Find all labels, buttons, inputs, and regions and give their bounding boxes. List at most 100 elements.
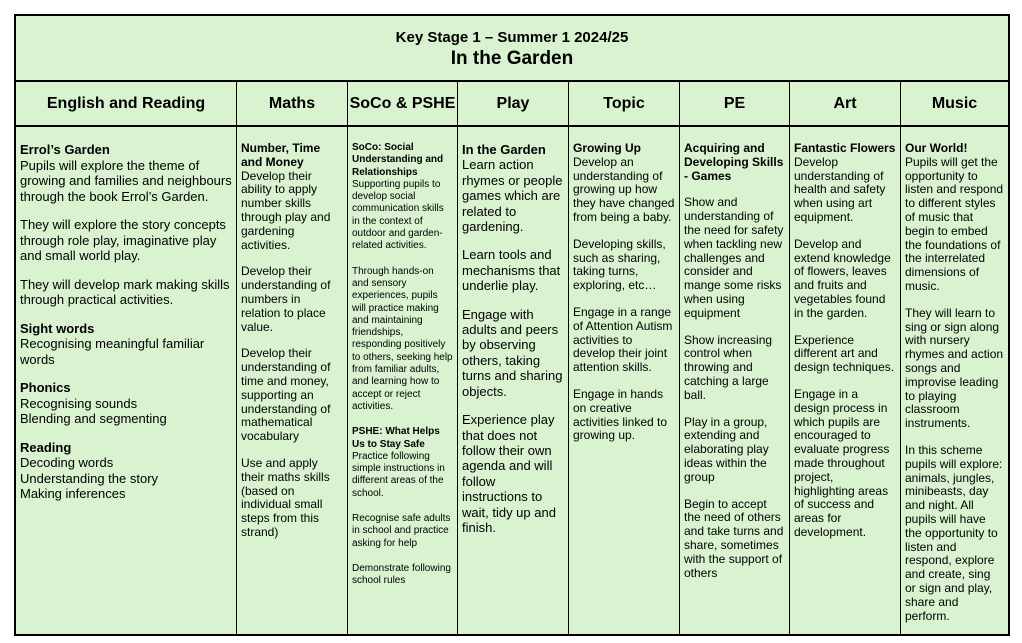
subject-cell: Growing Up Develop an understanding of gr… xyxy=(569,127,680,636)
block-title: Phonics xyxy=(20,380,71,395)
block-text: Supporting pupils to develop social comm… xyxy=(352,178,444,252)
content-block: Learn tools and mechanisms that underlie… xyxy=(462,247,564,293)
block-title: Number, Time and Money xyxy=(241,141,321,169)
column-header: English and Reading xyxy=(16,82,237,127)
term-heading: Key Stage 1 – Summer 1 2024/25 xyxy=(395,29,629,46)
block-text: They will learn to sing or sign along wi… xyxy=(905,305,1004,431)
content-block: Phonics Recognising sounds Blending and se… xyxy=(20,380,232,427)
subject-cell: In the Garden Learn action rhymes or peop… xyxy=(458,127,569,636)
content-block: They will explore the story concepts thr… xyxy=(20,217,232,264)
content-block: They will learn to sing or sign along wi… xyxy=(905,305,1004,431)
block-text: Making inferences xyxy=(20,486,126,501)
content-block: Engage in hands on creative activities l… xyxy=(573,386,675,443)
block-text: Learn action rhymes or people games whic… xyxy=(462,157,563,235)
content-block: SoCo: Social Understanding and Relations… xyxy=(352,142,453,253)
column-header: Music xyxy=(901,82,1008,127)
column-header: Maths xyxy=(237,82,348,127)
column-header: Art xyxy=(790,82,901,127)
content-block: Experience different art and design tech… xyxy=(794,332,896,375)
block-title: Reading xyxy=(20,439,72,455)
content-block: In the Garden Learn action rhymes or peop… xyxy=(462,142,564,234)
block-text: Pupils will get the opportunity to liste… xyxy=(905,154,1004,293)
subject-cell: Acquiring and Developing Skills - Games S… xyxy=(680,127,790,636)
content-block: Number, Time and Money Develop their abil… xyxy=(241,141,343,252)
content-block: Show increasing control when throwing an… xyxy=(684,332,785,403)
block-text: Develop and extend knowledge of flowers,… xyxy=(794,236,891,320)
block-title: Sight words xyxy=(20,320,95,336)
content-block: Growing Up Develop an understanding of gr… xyxy=(573,141,675,225)
block-title: Growing Up xyxy=(573,141,641,155)
block-title: In the Garden xyxy=(462,142,546,157)
block-text: Use and apply their maths skills (based … xyxy=(241,455,330,539)
content-block: Through hands-on and sensory experiences… xyxy=(352,266,453,414)
subject-cell: Number, Time and Money Develop their abil… xyxy=(237,127,348,636)
theme-heading: In the Garden xyxy=(450,48,574,69)
column-header: SoCo & PSHE xyxy=(348,82,458,127)
column-header: Play xyxy=(458,82,569,127)
block-text: Demonstrate following school rules xyxy=(352,562,451,587)
content-block: Developing skills, such as sharing, taki… xyxy=(573,236,675,293)
block-text: They will develop mark making skills thr… xyxy=(20,276,230,308)
content-block: Errol’s Garden Pupils will explore the th… xyxy=(20,142,232,204)
block-text: Pupils will explore the theme of growing… xyxy=(20,157,232,204)
block-text: Show increasing control when throwing an… xyxy=(684,332,773,402)
block-text: Develop their understanding of time and … xyxy=(241,346,331,444)
content-block: Develop and extend knowledge of flowers,… xyxy=(794,236,896,321)
subject-cell: Errol’s Garden Pupils will explore the th… xyxy=(16,127,237,636)
content-block: Sight words Recognising meaningful famili… xyxy=(20,321,232,368)
content-block: Use and apply their maths skills (based … xyxy=(241,455,343,540)
block-text: Begin to accept the need of others and t… xyxy=(684,496,784,580)
block-text: Play in a group, extending and elaborati… xyxy=(684,414,769,484)
block-title: Our World! xyxy=(905,141,968,155)
content-block: Acquiring and Developing Skills - Games xyxy=(684,141,785,183)
block-text: Understanding the story xyxy=(20,470,159,486)
content-block: Our World! Pupils will get the opportunit… xyxy=(905,141,1004,294)
block-text: Develop their understanding of numbers i… xyxy=(241,264,331,334)
block-text: Experience play that does not follow the… xyxy=(462,412,556,535)
content-block: Recognise safe adults in school and prac… xyxy=(352,513,453,550)
block-text: Developing skills, such as sharing, taki… xyxy=(573,236,666,293)
block-title: PSHE: What Helps Us to Stay Safe xyxy=(352,426,440,450)
block-text: Engage in a range of Attention Autism ac… xyxy=(573,304,673,375)
content-block: Develop their understanding of numbers i… xyxy=(241,264,343,334)
block-title: Acquiring and Developing Skills - Games xyxy=(684,141,784,183)
curriculum-table: Key Stage 1 – Summer 1 2024/25 In the Ga… xyxy=(14,14,1010,636)
block-text: Show and understanding of the need for s… xyxy=(684,195,784,320)
block-text: Engage with adults and peers by observin… xyxy=(462,306,563,399)
content-block: Develop their understanding of time and … xyxy=(241,346,343,444)
content-block: Play in a group, extending and elaborati… xyxy=(684,414,785,485)
content-block: Fantastic Flowers Develop understanding o… xyxy=(794,141,896,225)
subject-cell: Our World! Pupils will get the opportunit… xyxy=(901,127,1008,636)
block-text: Engage in hands on creative activities l… xyxy=(573,386,668,443)
block-text: Learn tools and mechanisms that underlie… xyxy=(462,247,561,294)
block-text: In this scheme pupils will explore: anim… xyxy=(905,442,1003,623)
block-text: Through hands-on and sensory experiences… xyxy=(352,265,453,412)
content-block: They will develop mark making skills thr… xyxy=(20,277,232,308)
column-header: PE xyxy=(680,82,790,127)
content-block: In this scheme pupils will explore: anim… xyxy=(905,442,1004,623)
block-title: Errol’s Garden xyxy=(20,142,110,157)
block-text: Develop understanding of health and safe… xyxy=(794,154,886,224)
content-block: Show and understanding of the need for s… xyxy=(684,195,785,320)
block-text: They will explore the story concepts thr… xyxy=(20,217,226,263)
content-block: Reading Decoding words Understanding the s… xyxy=(20,440,232,502)
block-text: Experience different art and design tech… xyxy=(794,332,895,375)
content-block: Engage with adults and peers by observin… xyxy=(462,307,564,399)
content-block: Experience play that does not follow the… xyxy=(462,412,564,535)
content-block: Engage in a range of Attention Autism ac… xyxy=(573,304,675,375)
block-text: Develop their ability to apply number sk… xyxy=(241,168,331,252)
subject-cell: Fantastic Flowers Develop understanding o… xyxy=(790,127,901,636)
block-text: Recognising sounds xyxy=(20,395,138,411)
subject-grid: English and Reading Maths SoCo & PSHE Play T… xyxy=(16,82,1008,636)
block-text: Practice following simple instructions i… xyxy=(352,450,445,499)
block-title: Fantastic Flowers xyxy=(794,141,896,155)
block-text: Blending and segmenting xyxy=(20,411,167,426)
block-text: Recognise safe adults in school and prac… xyxy=(352,513,451,549)
content-block: Begin to accept the need of others and t… xyxy=(684,496,785,581)
column-header: Topic xyxy=(569,82,680,127)
subject-cell: SoCo: Social Understanding and Relations… xyxy=(348,127,458,636)
block-text: Engage in a design process in which pupi… xyxy=(794,386,890,539)
table-title: Key Stage 1 – Summer 1 2024/25 In the Ga… xyxy=(16,16,1008,82)
content-block: Engage in a design process in which pupi… xyxy=(794,386,896,540)
block-text: Decoding words xyxy=(20,455,114,470)
